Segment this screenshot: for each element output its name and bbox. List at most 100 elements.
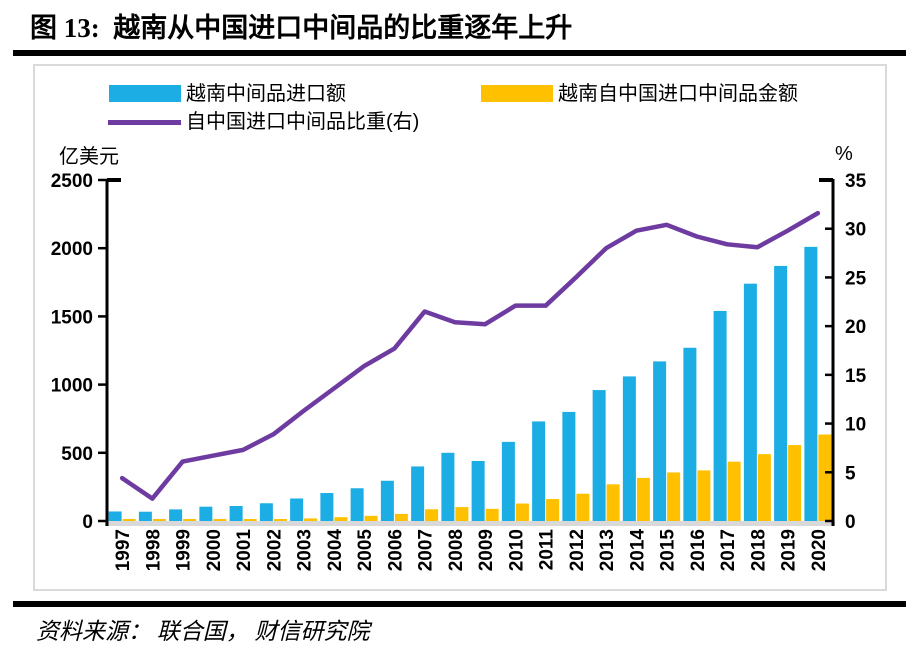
bar-china-2015: [667, 472, 681, 521]
chart-container: 越南中间品进口额 越南自中国进口中间品金额 自中国进口中间品比重(右) 亿美元 …: [33, 64, 887, 591]
bar-china-2000: [213, 519, 227, 521]
bar-china-2006: [394, 513, 408, 521]
bar-china-2013: [606, 484, 620, 521]
bar-china-2001: [243, 519, 257, 521]
left-axis-tick-label: 2000: [51, 239, 93, 260]
bar-total-2013: [592, 390, 606, 521]
right-axis-tick-label: 35: [845, 171, 867, 192]
bar-china-2017: [727, 461, 741, 521]
x-axis-label-2011: 2011: [537, 529, 558, 571]
legend-label-total-imports: 越南中间品进口额: [186, 83, 346, 105]
bar-total-2015: [653, 361, 667, 521]
bar-china-2014: [636, 477, 650, 521]
bar-total-2017: [713, 310, 727, 521]
x-axis-label-2002: 2002: [264, 529, 285, 571]
ratio-line: [119, 210, 821, 501]
right-axis-tick-label: 25: [845, 268, 867, 289]
bar-total-2004: [320, 493, 334, 521]
bar-china-2003: [304, 518, 318, 521]
legend-label-china-imports: 越南自中国进口中间品金额: [558, 83, 798, 105]
bar-total-2014: [622, 376, 636, 521]
title-divider: [13, 50, 906, 56]
x-axis-label-2004: 2004: [325, 529, 346, 572]
x-axis-label-2001: 2001: [234, 529, 255, 572]
right-axis-tick-label: 10: [845, 415, 866, 436]
bar-total-2016: [683, 347, 697, 521]
x-axis-label-2020: 2020: [809, 529, 830, 571]
bar-total-1997: [108, 511, 122, 521]
bar-china-2018: [757, 454, 771, 521]
x-axis-label-2008: 2008: [446, 529, 467, 571]
bar-total-2001: [229, 505, 243, 521]
bar-china-2016: [697, 470, 711, 521]
bar-china-2020: [818, 434, 832, 521]
bar-china-2002: [273, 519, 287, 521]
legend-swatch-total-imports: [109, 85, 181, 102]
source-note: 资料来源： 联合国， 财信研究院: [36, 619, 370, 644]
bar-china-2008: [455, 507, 469, 521]
x-axis-label-2009: 2009: [476, 529, 497, 571]
bar-total-2019: [774, 265, 788, 521]
x-axis-label-2005: 2005: [355, 529, 376, 572]
right-axis-tick-label: 5: [845, 463, 856, 484]
x-axis-label-2019: 2019: [779, 529, 800, 571]
x-axis-label-1998: 1998: [143, 529, 164, 571]
bar-china-2010: [515, 503, 529, 521]
bar-china-2009: [485, 508, 499, 521]
figure-title: 图 13: 越南从中国进口中间品的比重逐年上升: [30, 13, 573, 43]
x-axis-label-2007: 2007: [416, 529, 437, 571]
right-axis-tick-label: 30: [845, 220, 866, 241]
bar-china-2019: [788, 445, 802, 521]
left-axis-tick-label: 0: [82, 512, 93, 533]
legend-swatch-china-imports: [481, 85, 553, 102]
left-axis-unit-label: 亿美元: [59, 146, 119, 168]
bar-total-2005: [350, 488, 364, 521]
bar-total-2011: [532, 421, 546, 521]
right-axis-unit-label: %: [835, 143, 853, 165]
x-axis-label-2010: 2010: [506, 529, 527, 571]
bar-china-1998: [152, 519, 166, 521]
bar-china-1997: [122, 519, 136, 521]
x-axis-label-2006: 2006: [385, 529, 406, 571]
bar-total-2009: [471, 460, 485, 521]
x-axis-label-2003: 2003: [295, 529, 316, 571]
bar-total-2006: [380, 480, 394, 521]
x-axis-label-1999: 1999: [174, 529, 195, 571]
bar-total-2020: [804, 246, 818, 521]
bar-total-2012: [562, 411, 576, 521]
bar-total-2007: [411, 466, 425, 521]
bar-china-1999: [183, 519, 197, 521]
x-axis-label-2018: 2018: [748, 529, 769, 571]
x-axis-label-2015: 2015: [658, 529, 679, 572]
footer-divider: [13, 601, 906, 607]
bar-china-2004: [334, 517, 348, 521]
x-axis-label-2012: 2012: [567, 529, 588, 571]
right-axis-tick-label: 15: [845, 366, 867, 387]
x-axis-label-1997: 1997: [113, 529, 134, 571]
left-axis-tick-label: 500: [61, 444, 93, 465]
bar-china-2007: [425, 509, 439, 521]
bar-total-1999: [169, 509, 183, 521]
bar-total-2000: [199, 506, 213, 521]
x-axis-label-2013: 2013: [597, 529, 618, 571]
x-axis-label-2014: 2014: [627, 529, 648, 572]
bar-total-2008: [441, 452, 455, 521]
bar-total-2003: [290, 498, 304, 521]
combo-chart-plot: 0 500 1000 1500 2000 2500 0 5 10 15 20 25 30 35 1997 19…: [51, 171, 867, 572]
bar-total-2010: [501, 441, 515, 521]
bar-total-2002: [259, 503, 273, 521]
bar-china-2012: [576, 493, 590, 521]
x-axis-label-2000: 2000: [204, 529, 225, 571]
left-axis-tick-label: 2500: [51, 171, 93, 192]
left-axis-tick-label: 1500: [51, 307, 93, 328]
bar-total-1998: [138, 511, 152, 521]
bar-china-2005: [364, 515, 378, 521]
x-axis-baseline: [105, 521, 835, 526]
right-axis-tick-label: 20: [845, 317, 866, 338]
legend-swatch-ratio-line: [108, 120, 181, 125]
bar-china-2011: [546, 499, 560, 521]
x-axis-label-2017: 2017: [718, 529, 739, 571]
right-axis-tick-label: 0: [845, 512, 856, 533]
x-axis-label-2016: 2016: [688, 529, 709, 571]
